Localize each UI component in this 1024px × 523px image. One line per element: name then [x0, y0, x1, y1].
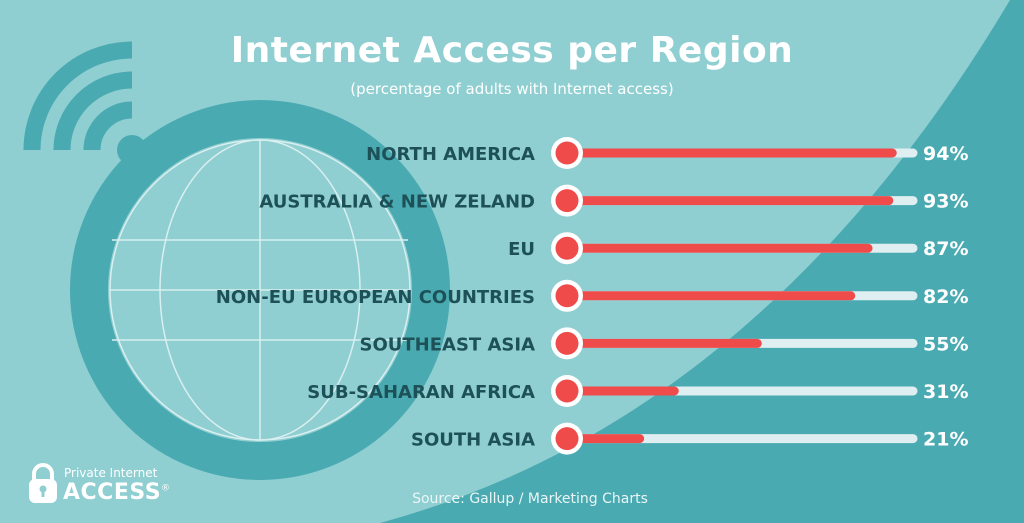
bar-knob: [555, 189, 579, 213]
chart-subtitle: (percentage of adults with Internet acce…: [350, 80, 674, 98]
bar-knob: [555, 284, 579, 308]
source-note: Source: Gallup / Marketing Charts: [412, 491, 648, 507]
category-label: NON-EU EUROPEAN COUNTRIES: [216, 287, 535, 308]
lock-icon: [29, 463, 57, 503]
category-label: NORTH AMERICA: [366, 144, 535, 165]
value-label: 87%: [923, 238, 968, 260]
value-label: 82%: [923, 286, 968, 308]
category-label: SOUTHEAST ASIA: [360, 334, 536, 355]
value-label: 55%: [923, 333, 968, 355]
category-label: SOUTH ASIA: [411, 430, 535, 451]
bar-knob: [555, 236, 579, 260]
globe-icon: [70, 100, 450, 480]
chart-title: Internet Access per Region: [230, 30, 794, 71]
brand-logo: Private Internet ACCESS®: [26, 462, 196, 512]
category-label: SUB-SAHARAN AFRICA: [307, 382, 535, 403]
logo-line1: Private Internet: [64, 466, 158, 480]
value-label: 31%: [923, 381, 968, 403]
bar-knob: [555, 427, 579, 451]
value-label: 94%: [923, 143, 968, 165]
category-label: AUSTRALIA & NEW ZELAND: [259, 192, 535, 213]
wifi-icon: [23, 41, 147, 165]
logo-registered-mark: ®: [161, 483, 171, 494]
logo-wordmark: ACCESS: [63, 480, 162, 505]
bar-knob: [555, 141, 579, 165]
value-label: 21%: [923, 429, 968, 451]
logo-line2: ACCESS®: [63, 480, 171, 505]
bar-knob: [555, 331, 579, 355]
bar-knob: [555, 379, 579, 403]
value-label: 93%: [923, 191, 968, 213]
category-label: EU: [508, 239, 535, 260]
